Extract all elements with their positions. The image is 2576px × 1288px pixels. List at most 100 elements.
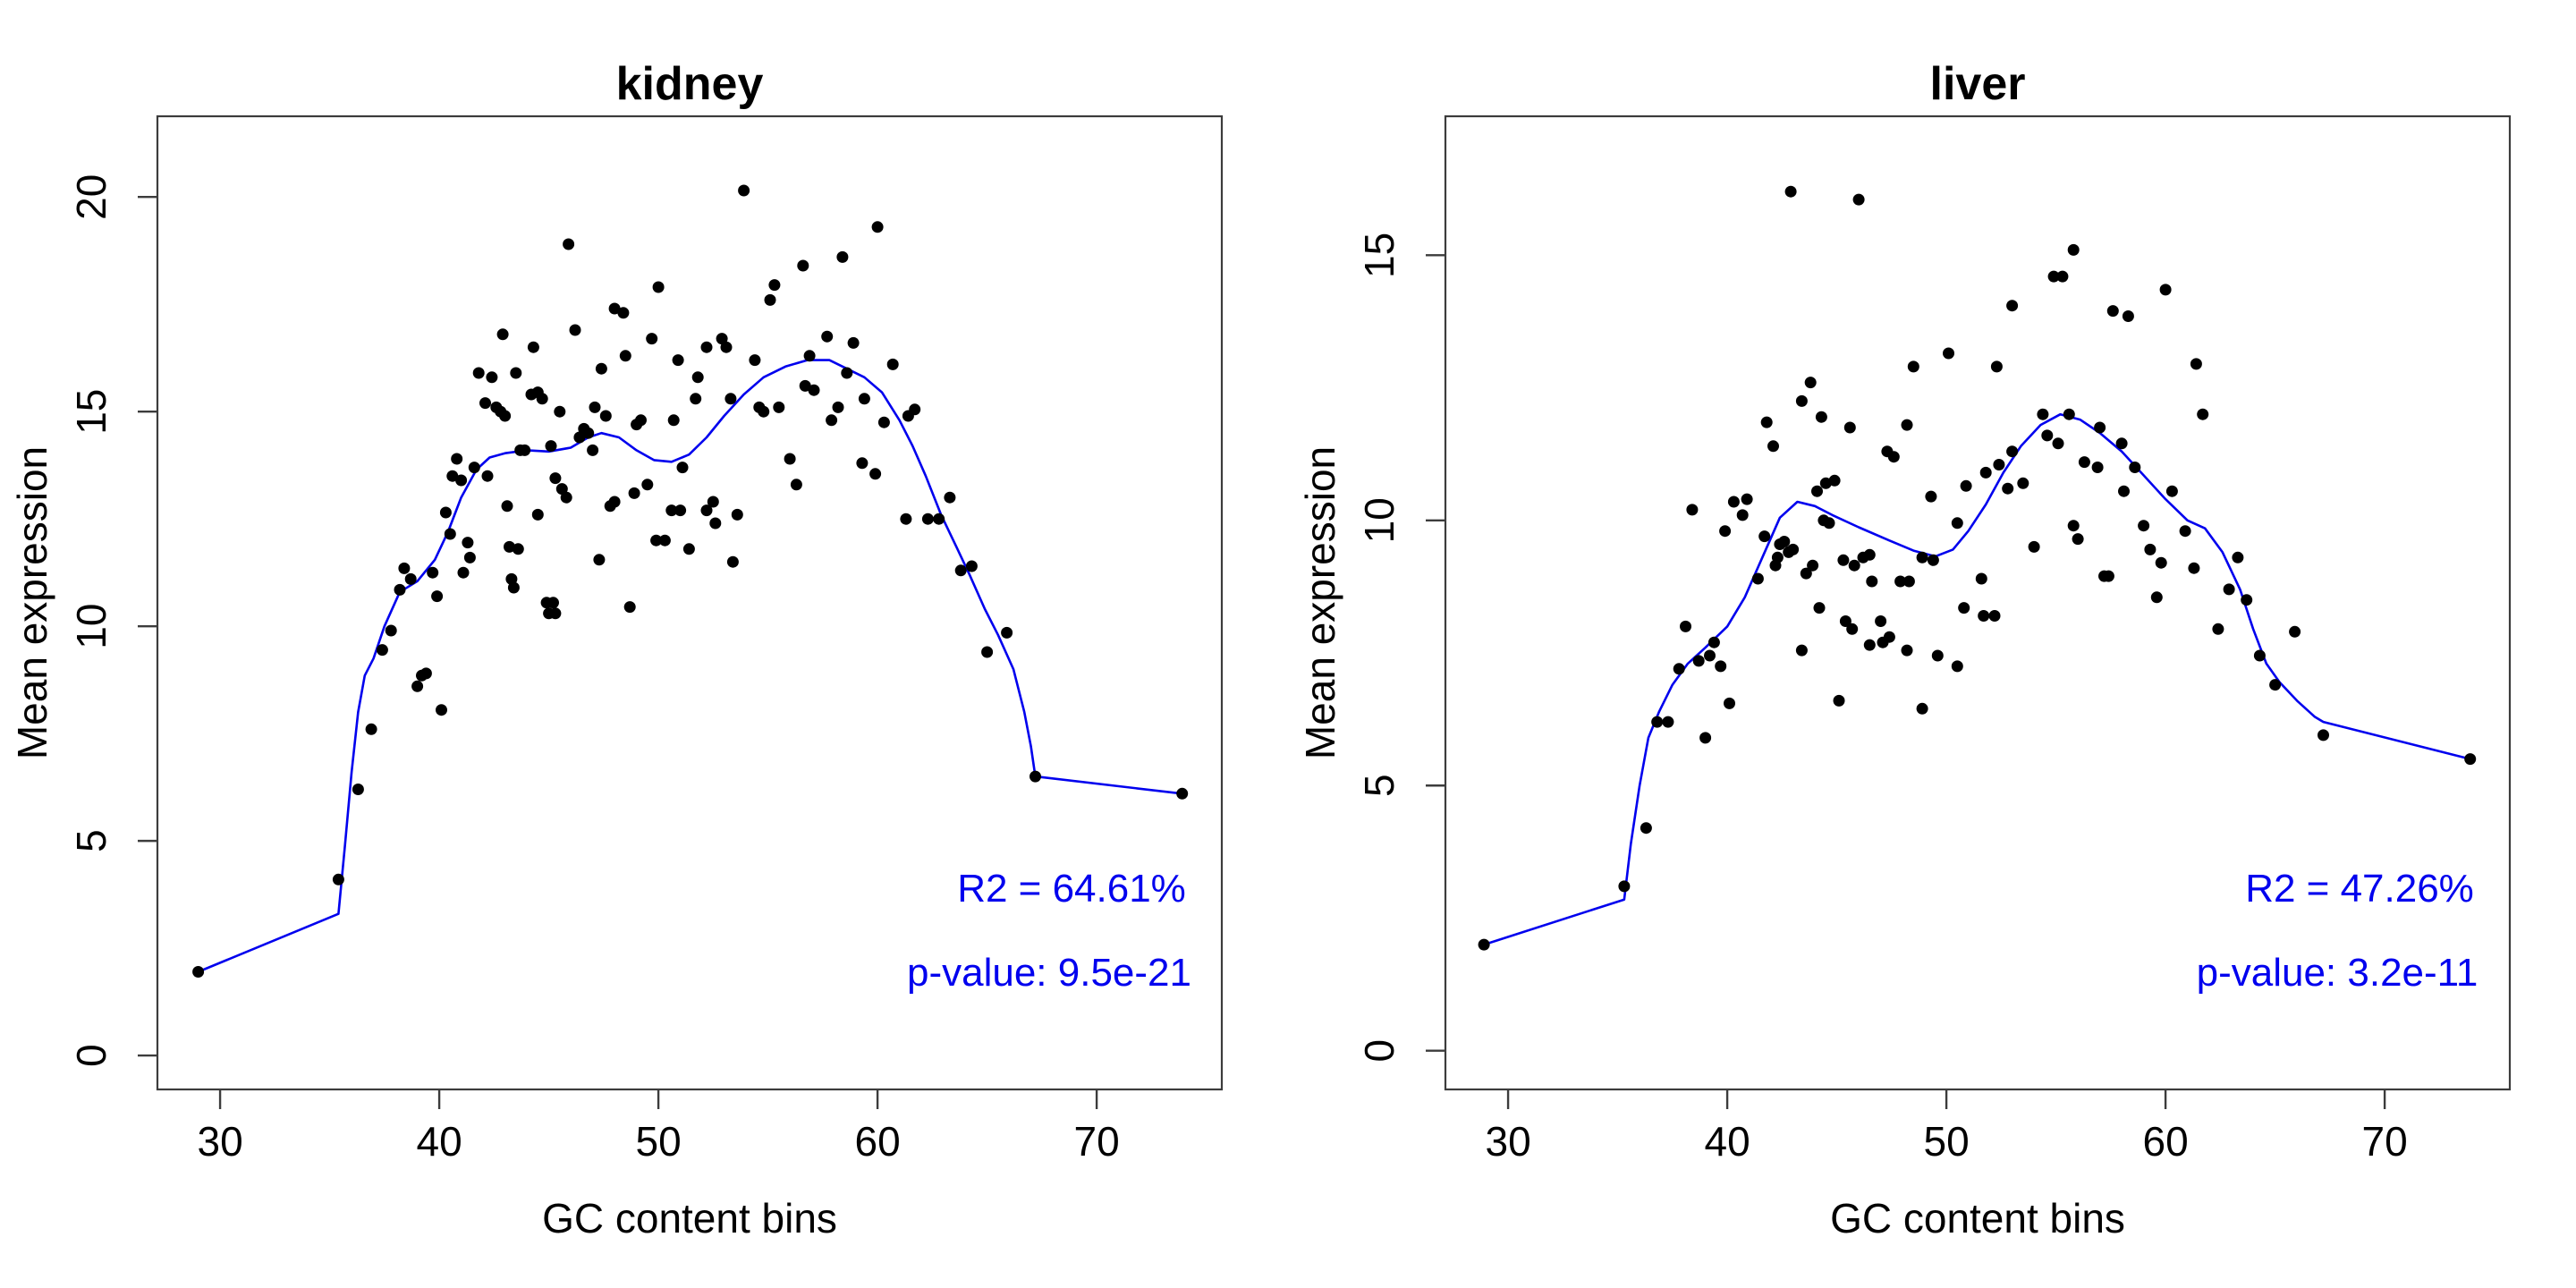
data-point [628, 487, 640, 499]
data-point [619, 350, 631, 362]
data-point [2052, 437, 2064, 450]
data-point [2138, 520, 2150, 532]
data-point [2188, 562, 2200, 574]
data-point [841, 367, 853, 379]
data-point [1902, 575, 1915, 588]
data-point [790, 479, 802, 491]
data-point [933, 513, 945, 525]
data-point [674, 504, 687, 517]
data-point [700, 504, 713, 517]
data-point [726, 555, 739, 568]
r2-annotation: R2 = 47.26% [2245, 867, 2474, 911]
y-axis-tick-label: 10 [68, 604, 114, 649]
data-point [504, 540, 515, 553]
y-axis-tick-label: 0 [68, 1044, 114, 1067]
data-point [549, 607, 562, 620]
data-point [2144, 543, 2157, 555]
data-point [455, 474, 468, 487]
data-point [1894, 575, 1907, 588]
data-point [691, 371, 704, 384]
data-point [549, 472, 562, 485]
data-point [527, 341, 539, 353]
data-point [332, 873, 344, 886]
data-point [2106, 305, 2119, 318]
data-point [1875, 615, 1887, 627]
data-point [2017, 477, 2029, 489]
data-point [1819, 477, 1832, 489]
data-point [510, 367, 522, 379]
data-point [1837, 554, 1850, 566]
x-axis-tick-label: 60 [2143, 1118, 2189, 1165]
plot-box [1444, 114, 2512, 1091]
y-axis-tick-label: 5 [1356, 774, 1402, 797]
data-point [2241, 594, 2253, 606]
data-point [672, 354, 684, 367]
data-point [1925, 490, 1937, 503]
plot-box [156, 114, 1224, 1091]
data-point [2047, 270, 2060, 283]
data-point [1767, 440, 1779, 453]
x-axis-tick-label: 40 [416, 1118, 462, 1165]
data-point [2078, 456, 2090, 469]
data-point [1958, 602, 1970, 614]
data-point [641, 479, 654, 491]
data-point [2150, 591, 2163, 604]
data-point [1916, 551, 1928, 564]
data-point [1901, 644, 1913, 657]
data-point [385, 624, 397, 637]
data-point [1680, 620, 1691, 632]
data-point [593, 554, 606, 566]
data-point [398, 562, 411, 574]
data-point [1846, 623, 1859, 635]
data-point [700, 341, 713, 353]
data-point [2159, 284, 2172, 296]
data-point [1916, 702, 1928, 715]
data-point [944, 491, 956, 504]
data-point [608, 302, 621, 315]
x-axis-tick-label: 70 [2362, 1118, 2408, 1165]
data-point [2091, 462, 2104, 473]
x-axis-tick-label: 30 [197, 1118, 242, 1165]
data-point [2006, 445, 2019, 458]
data-point [1960, 479, 1972, 492]
data-point [676, 462, 689, 474]
data-point [965, 560, 978, 572]
data-point [2002, 482, 2014, 495]
data-point [404, 572, 417, 585]
data-point [2232, 551, 2244, 564]
data-point [481, 470, 494, 482]
data-point [569, 324, 581, 336]
data-point [2028, 540, 2040, 553]
r2-annotation: R2 = 64.61% [957, 867, 1186, 911]
data-point [731, 508, 743, 521]
y-axis-label: Mean expression [9, 446, 55, 759]
data-point [2102, 570, 2114, 582]
p-value-annotation: p-value: 9.5e-21 [907, 951, 1191, 995]
data-point [1951, 660, 1963, 673]
data-point [496, 328, 509, 341]
data-point [587, 444, 599, 456]
data-point [1758, 530, 1771, 543]
data-point [376, 644, 388, 657]
data-point [764, 293, 776, 306]
x-axis-tick-label: 50 [1924, 1118, 1970, 1165]
data-point [2129, 462, 2141, 473]
x-axis-label: GC content bins [1830, 1195, 2125, 1241]
data-point [1795, 394, 1808, 407]
data-point [808, 384, 820, 396]
x-axis-tick-label: 60 [855, 1118, 901, 1165]
data-point [773, 401, 785, 413]
data-point [1662, 716, 1674, 728]
data-point [1736, 509, 1749, 521]
data-point [821, 330, 834, 343]
data-point [1988, 610, 2001, 622]
data-point [2041, 429, 2054, 442]
data-point [658, 534, 671, 547]
data-point [709, 517, 722, 530]
data-point [457, 566, 470, 579]
panel-kidney: kidney 30 40 50 60 70 0 5 10 15 20 GC content bins… [9, 58, 1224, 1241]
data-point [2253, 649, 2266, 662]
data-point [856, 457, 869, 470]
data-point [2094, 421, 2106, 434]
